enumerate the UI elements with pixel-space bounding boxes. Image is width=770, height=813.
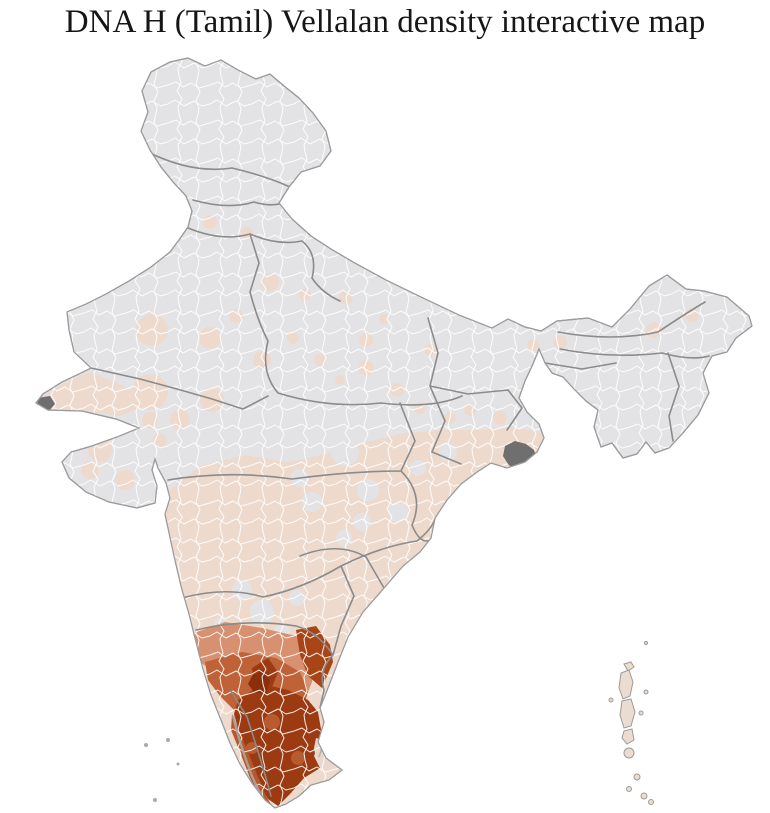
andaman-nicobar-islands[interactable] <box>608 641 654 805</box>
map-title: DNA H (Tamil) Vellalan density interacti… <box>64 4 706 40</box>
state-boundaries <box>90 151 710 797</box>
lakshadweep-islands[interactable] <box>144 738 180 802</box>
